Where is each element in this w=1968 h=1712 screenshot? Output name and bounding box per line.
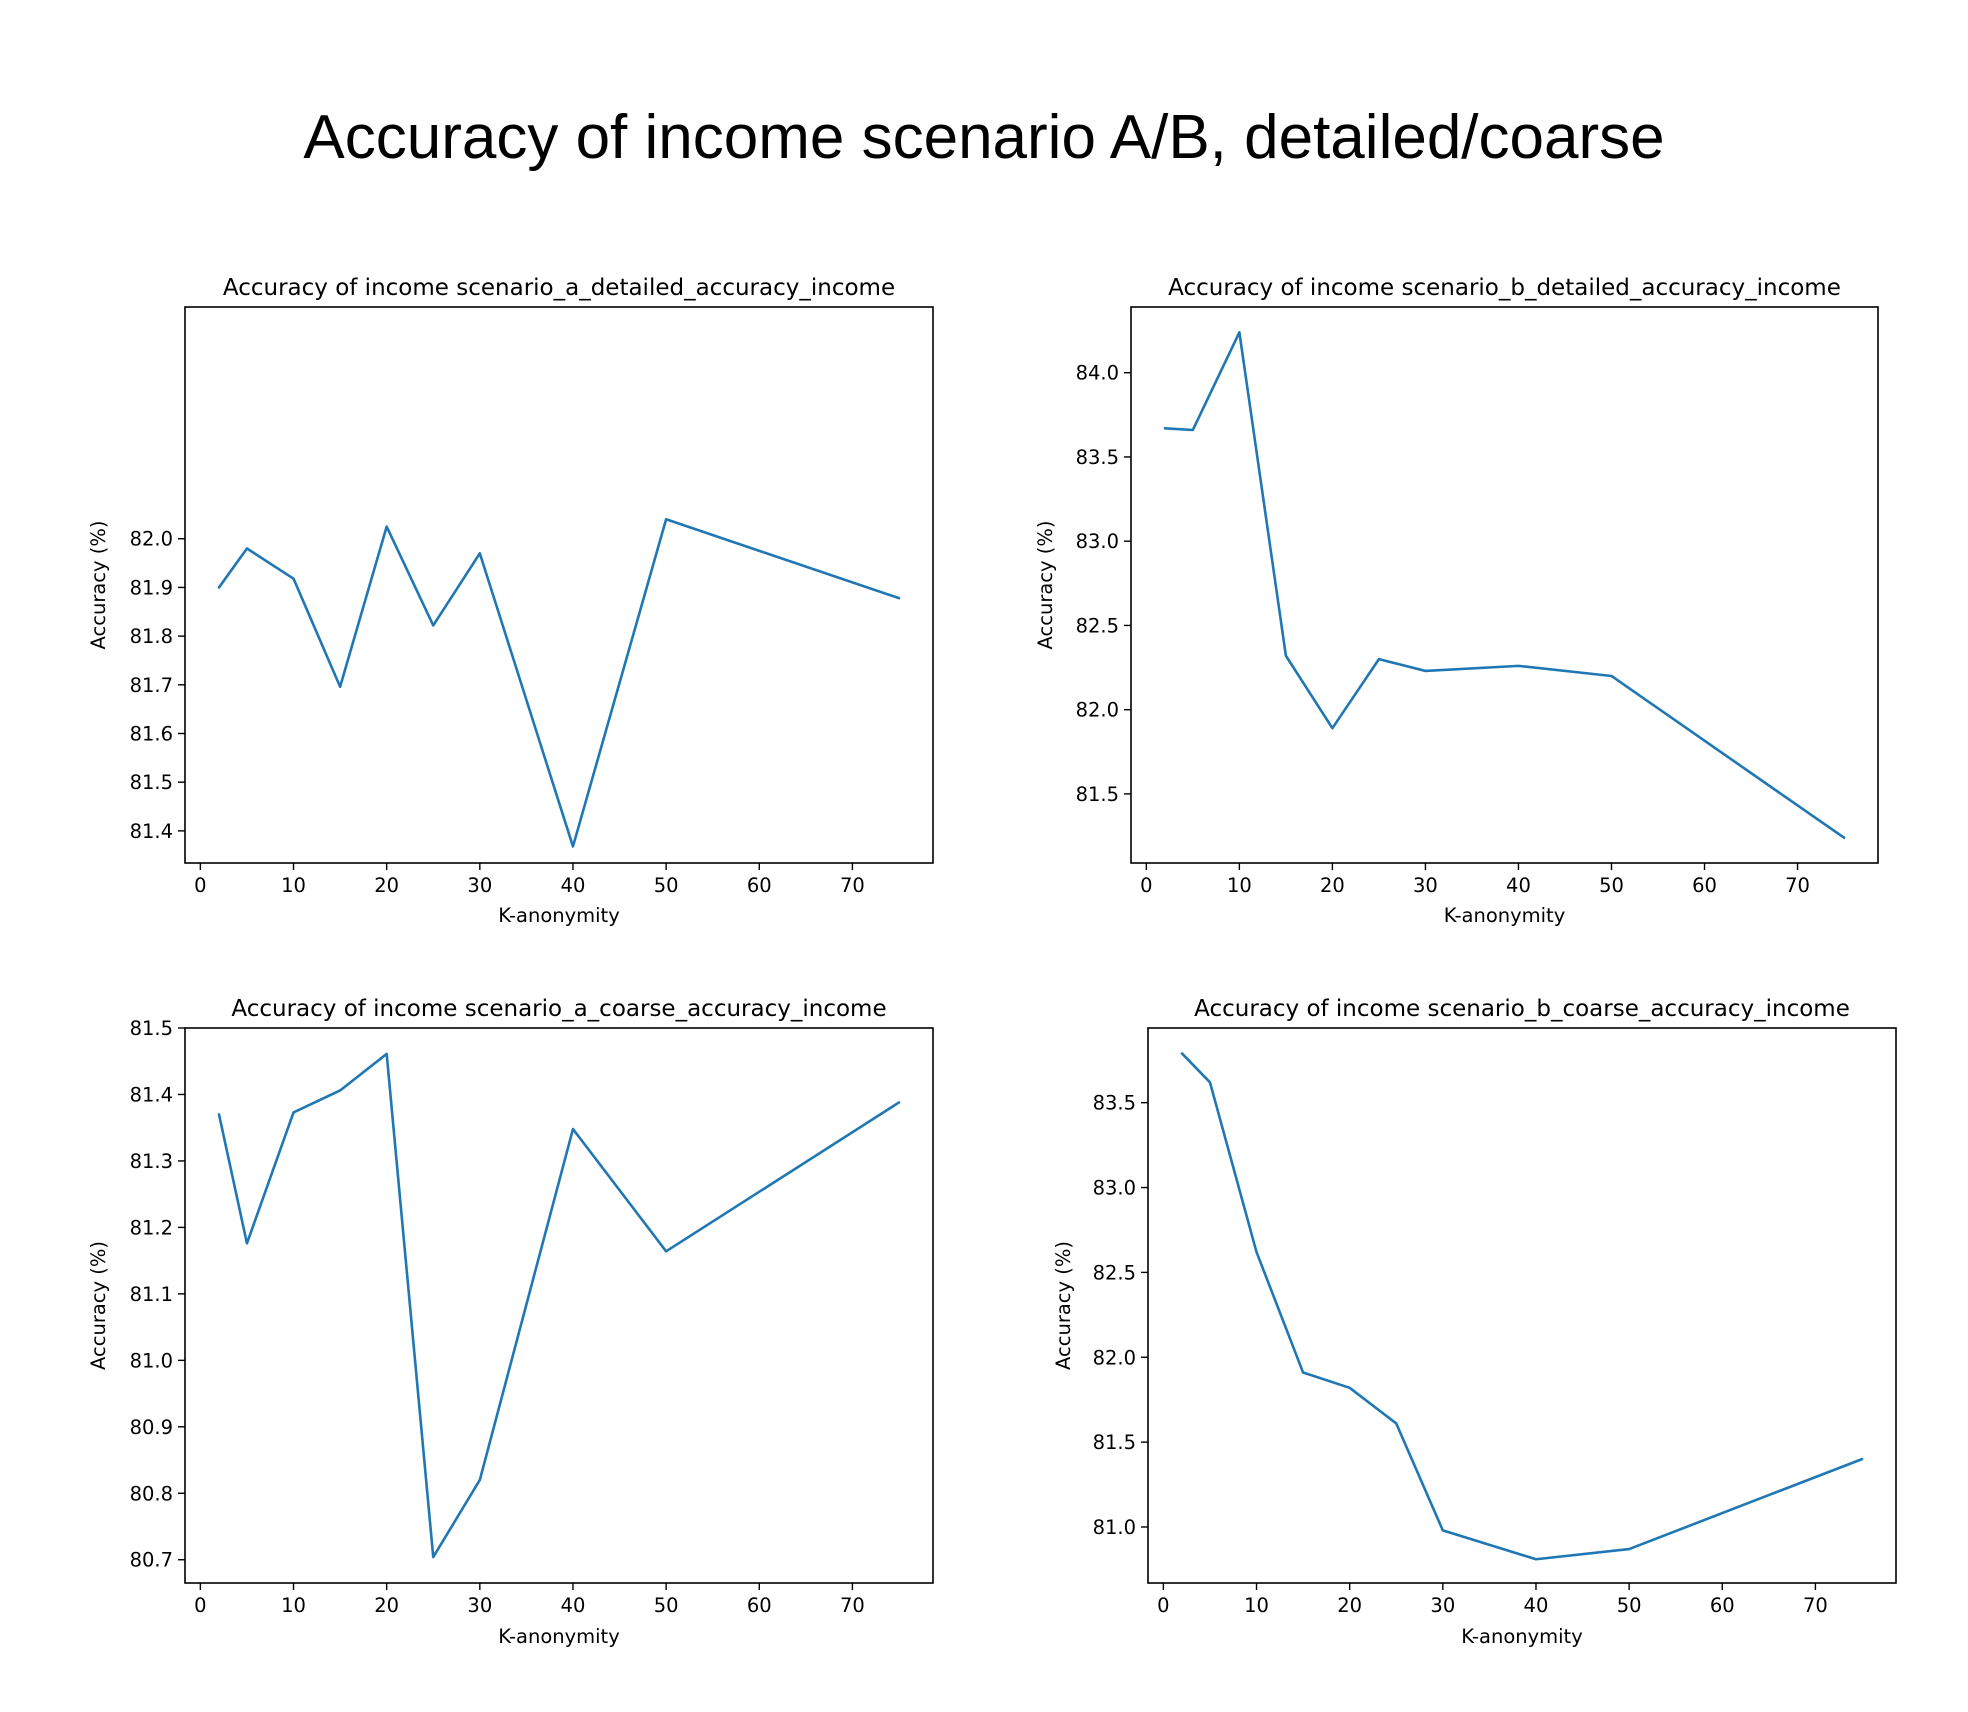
y-tick-label: 81.1 bbox=[130, 1283, 173, 1306]
y-tick-label: 81.8 bbox=[130, 625, 173, 648]
y-axis-label: Accuracy (%) bbox=[87, 1241, 110, 1370]
y-tick-label: 81.4 bbox=[130, 820, 173, 843]
subplot-title: Accuracy of income scenario_a_coarse_acc… bbox=[231, 996, 886, 1022]
figure-title: Accuracy of income scenario A/B, detaile… bbox=[303, 103, 1664, 172]
axes-frame bbox=[184, 1027, 934, 1584]
x-tick-label: 10 bbox=[281, 874, 306, 897]
x-tick-label: 20 bbox=[1337, 1594, 1362, 1617]
subplot-2: Accuracy of income scenario_b_detailed_a… bbox=[1034, 275, 1879, 927]
x-tick-label: 0 bbox=[1157, 1594, 1169, 1617]
series-line bbox=[1180, 1052, 1864, 1561]
y-axis-label: Accuracy (%) bbox=[1034, 521, 1057, 650]
x-tick-label: 30 bbox=[1430, 1594, 1455, 1617]
x-tick-label: 40 bbox=[561, 1594, 586, 1617]
x-tick-label: 40 bbox=[1524, 1594, 1549, 1617]
series-line bbox=[1163, 330, 1846, 840]
x-tick-label: 0 bbox=[1140, 874, 1152, 897]
x-tick-label: 60 bbox=[1710, 1594, 1735, 1617]
x-tick-label: 50 bbox=[1617, 1594, 1642, 1617]
x-tick-label: 10 bbox=[281, 1594, 306, 1617]
subplot-3: Accuracy of income scenario_a_coarse_acc… bbox=[87, 996, 934, 1648]
x-tick-label: 60 bbox=[747, 874, 772, 897]
y-tick-label: 81.5 bbox=[130, 1017, 173, 1040]
subplot-1: Accuracy of income scenario_a_detailed_a… bbox=[87, 275, 934, 927]
x-tick-label: 30 bbox=[467, 1594, 492, 1617]
series-line bbox=[217, 517, 901, 848]
y-tick-label: 81.5 bbox=[1093, 1431, 1136, 1454]
y-tick-label: 83.5 bbox=[1093, 1092, 1136, 1115]
x-tick-label: 50 bbox=[654, 874, 679, 897]
y-tick-label: 81.2 bbox=[130, 1216, 173, 1239]
y-tick-label: 81.5 bbox=[1076, 783, 1119, 806]
y-tick-label: 81.5 bbox=[130, 771, 173, 794]
x-tick-label: 30 bbox=[1413, 874, 1438, 897]
y-tick-label: 81.6 bbox=[130, 722, 173, 745]
y-tick-label: 80.7 bbox=[130, 1549, 173, 1572]
x-tick-label: 70 bbox=[1803, 1594, 1828, 1617]
y-tick-label: 81.7 bbox=[130, 674, 173, 697]
x-tick-label: 0 bbox=[194, 1594, 206, 1617]
axes-frame bbox=[1147, 1027, 1897, 1584]
y-tick-label: 82.5 bbox=[1093, 1261, 1136, 1284]
x-tick-label: 10 bbox=[1227, 874, 1252, 897]
y-tick-label: 83.0 bbox=[1076, 530, 1119, 553]
y-tick-label: 84.0 bbox=[1076, 362, 1119, 385]
y-tick-label: 82.0 bbox=[1076, 699, 1119, 722]
y-tick-label: 82.0 bbox=[130, 528, 173, 551]
x-tick-label: 20 bbox=[374, 1594, 399, 1617]
x-axis-label: K-anonymity bbox=[498, 1625, 620, 1648]
axes-frame bbox=[1130, 306, 1879, 864]
x-tick-label: 20 bbox=[1320, 874, 1345, 897]
y-tick-label: 81.4 bbox=[130, 1083, 173, 1106]
x-tick-label: 30 bbox=[467, 874, 492, 897]
x-tick-label: 50 bbox=[654, 1594, 679, 1617]
y-tick-label: 83.0 bbox=[1093, 1177, 1136, 1200]
y-tick-label: 81.0 bbox=[130, 1349, 173, 1372]
x-tick-label: 60 bbox=[747, 1594, 772, 1617]
y-axis-label: Accuracy (%) bbox=[1052, 1241, 1075, 1370]
y-tick-label: 81.9 bbox=[130, 576, 173, 599]
subplot-title: Accuracy of income scenario_b_coarse_acc… bbox=[1194, 996, 1850, 1022]
x-tick-label: 40 bbox=[1506, 874, 1531, 897]
subplot-title: Accuracy of income scenario_b_detailed_a… bbox=[1168, 275, 1841, 301]
x-axis-label: K-anonymity bbox=[1461, 1625, 1583, 1648]
axes-frame bbox=[184, 306, 934, 864]
y-tick-label: 81.3 bbox=[130, 1150, 173, 1173]
x-tick-label: 70 bbox=[840, 1594, 865, 1617]
y-tick-label: 80.8 bbox=[130, 1482, 173, 1505]
x-tick-label: 70 bbox=[840, 874, 865, 897]
x-tick-label: 20 bbox=[374, 874, 399, 897]
x-axis-label: K-anonymity bbox=[498, 904, 620, 927]
x-tick-label: 0 bbox=[194, 874, 206, 897]
x-tick-label: 10 bbox=[1244, 1594, 1269, 1617]
y-tick-label: 81.0 bbox=[1093, 1516, 1136, 1539]
y-tick-label: 82.0 bbox=[1093, 1346, 1136, 1369]
x-axis-label: K-anonymity bbox=[1444, 904, 1566, 927]
x-tick-label: 70 bbox=[1785, 874, 1810, 897]
x-tick-label: 40 bbox=[561, 874, 586, 897]
subplot-title: Accuracy of income scenario_a_detailed_a… bbox=[223, 275, 895, 301]
y-tick-label: 83.5 bbox=[1076, 446, 1119, 469]
series-line bbox=[217, 1052, 901, 1559]
y-tick-label: 80.9 bbox=[130, 1416, 173, 1439]
x-tick-label: 60 bbox=[1692, 874, 1717, 897]
subplot-4: Accuracy of income scenario_b_coarse_acc… bbox=[1052, 996, 1897, 1648]
y-tick-label: 82.5 bbox=[1076, 614, 1119, 637]
y-axis-label: Accuracy (%) bbox=[87, 521, 110, 650]
x-tick-label: 50 bbox=[1599, 874, 1624, 897]
